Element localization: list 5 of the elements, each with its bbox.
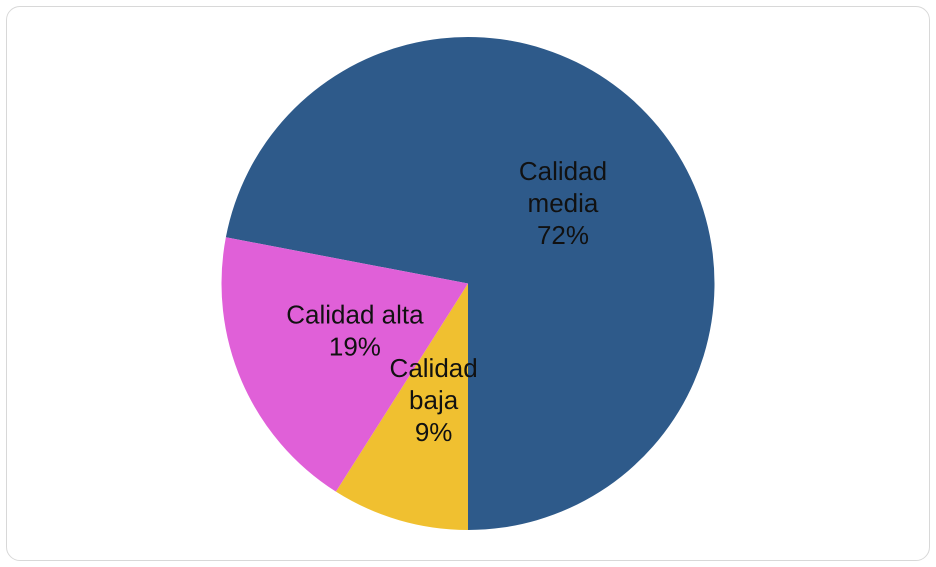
data-label: 19%	[328, 332, 381, 362]
data-label: 72%	[536, 220, 589, 250]
slice-label: Calidad alta	[286, 300, 424, 330]
slice-label: Calidad media	[518, 156, 608, 218]
data-label: 9%	[414, 417, 452, 448]
